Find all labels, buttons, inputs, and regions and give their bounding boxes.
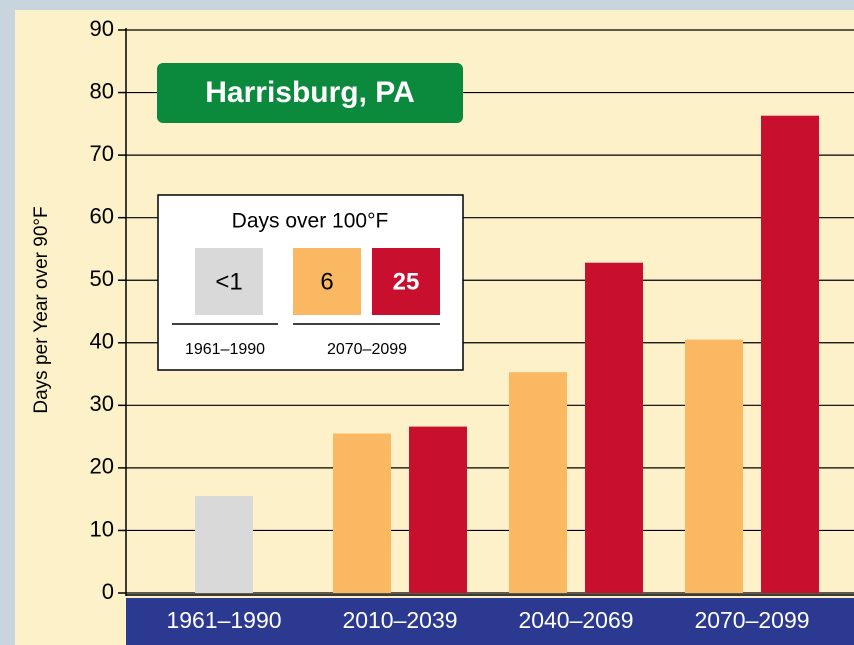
category-band — [126, 598, 854, 645]
title-box — [157, 63, 463, 123]
inset-swatch — [195, 248, 263, 315]
y-tick-label: 80 — [90, 78, 114, 103]
bar — [195, 496, 253, 593]
inset-value: 25 — [393, 268, 420, 295]
bar — [685, 339, 743, 593]
y-axis-label: Days per Year over 90°F — [31, 206, 52, 413]
y-tick-label: 60 — [90, 203, 114, 228]
inset-title: Days over 100°F — [232, 210, 389, 233]
y-tick-label: 70 — [90, 141, 114, 166]
inset-value: <1 — [215, 268, 242, 295]
x-tick-label: 2070–2099 — [694, 607, 809, 633]
y-tick-label: 0 — [102, 579, 114, 604]
y-tick-label: 40 — [90, 329, 114, 354]
bar — [509, 372, 567, 593]
inset-period: 2070–2099 — [327, 341, 407, 358]
x-tick-label: 2040–2069 — [518, 607, 633, 633]
y-tick-label: 10 — [90, 516, 114, 541]
bar — [585, 262, 643, 593]
inset-swatch — [293, 248, 361, 315]
inset-swatch — [372, 248, 440, 315]
y-tick-label: 90 — [90, 16, 114, 41]
inset-period: 1961–1990 — [185, 341, 265, 358]
bar — [409, 426, 467, 593]
y-tick-label: 20 — [90, 454, 114, 479]
x-tick-label: 1961–1990 — [166, 607, 281, 633]
bar — [761, 115, 819, 593]
x-tick-label: 2010–2039 — [342, 607, 457, 633]
inset-value: 6 — [320, 268, 333, 295]
y-tick-label: 30 — [90, 391, 114, 416]
bar — [333, 433, 391, 593]
chart-title: Harrisburg, PA — [205, 76, 415, 109]
y-tick-label: 50 — [90, 266, 114, 291]
